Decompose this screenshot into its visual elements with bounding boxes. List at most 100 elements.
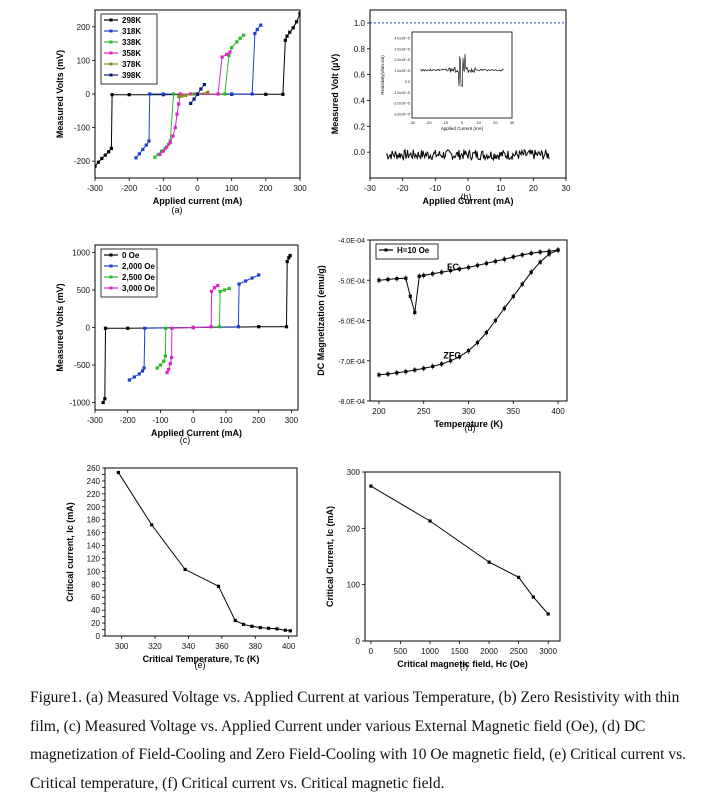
y-tick-label: 40 (91, 606, 100, 615)
data-point (103, 153, 107, 157)
inset-y-tick-label: 4.0x10^-5 (394, 37, 410, 41)
data-point (101, 400, 105, 405)
y-tick-label: 80 (91, 580, 100, 589)
data-point (257, 325, 261, 329)
data-point (395, 277, 399, 281)
data-point (209, 289, 214, 294)
y-tick-label: 100 (87, 567, 101, 576)
data-point (283, 38, 287, 42)
data-point (168, 139, 172, 143)
x-tick-label: 200 (252, 416, 266, 425)
panel-label: (f) (460, 661, 469, 671)
data-point (257, 273, 261, 277)
x-tick-label: 380 (249, 642, 263, 651)
data-point (161, 92, 165, 96)
legend-marker (109, 18, 113, 22)
data-point (95, 164, 97, 168)
data-point (511, 255, 515, 259)
inset-x-tick-label: 20 (493, 120, 498, 125)
x-tick-label: 320 (148, 642, 162, 651)
data-point (294, 20, 299, 24)
chart-panel-d: 200 250 300 350 400 -4.0E-04 -5.0E-04 -6.0E-04 -… (316, 238, 568, 433)
x-tick-label: 30 (562, 184, 571, 193)
data-point (422, 366, 426, 370)
data-point (175, 112, 179, 116)
data-point (230, 46, 234, 50)
plot-area (377, 247, 560, 378)
panel-label: (e) (195, 660, 206, 670)
x-tick-label: -200 (121, 184, 138, 193)
data-point (250, 276, 254, 280)
y-tick-label: 1000 (72, 249, 90, 258)
y-tick-label: -500 (74, 361, 91, 370)
plot-frame (104, 467, 298, 637)
x-tick-label: -100 (155, 184, 172, 193)
data-point (217, 325, 222, 329)
x-tick-label: -100 (152, 416, 169, 425)
data-point (275, 627, 279, 631)
legend-marker (109, 286, 113, 290)
x-axis-label: Applied Current (mA) (423, 196, 514, 206)
y-tick-label: 20 (91, 619, 100, 628)
data-point (298, 11, 300, 15)
y-tick-label: 100 (77, 56, 91, 65)
data-point (520, 282, 524, 286)
data-point (386, 372, 390, 376)
x-axis-label: Temperature (K) (434, 419, 503, 429)
data-point (556, 248, 560, 252)
y-tick-label: 0 (86, 324, 91, 333)
data-point (100, 156, 104, 161)
data-point (238, 36, 242, 40)
panel-label: (a) (172, 205, 183, 215)
inset-y-tick-label: -2.0x10^-5 (393, 102, 410, 106)
inset-series-line (420, 53, 504, 87)
data-point (224, 52, 229, 56)
data-point (218, 289, 222, 294)
data-point (206, 90, 210, 94)
inset-x-label: Applied Current (mA) (441, 126, 484, 131)
x-tick-label: 500 (394, 647, 408, 656)
data-point (377, 278, 381, 282)
data-point (178, 92, 183, 96)
y-tick-label: 0.4 (354, 96, 366, 105)
inset-plot: -30 -20 -10 0 10 20 30 4.0x10^-5 3.0x10^-5 2.0x10… (380, 31, 515, 131)
legend-label: 0 Oe (122, 251, 140, 260)
data-point (153, 155, 157, 159)
inset-y-tick-label: 1.0x10^-5 (394, 69, 410, 73)
data-point (228, 50, 232, 54)
y-tick-label: -4.0E-04 (338, 238, 365, 245)
data-point (369, 484, 373, 488)
x-tick-label: -30 (364, 184, 376, 193)
x-tick-label: 250 (417, 407, 431, 416)
x-tick-label: 0 (369, 647, 374, 656)
annotation-zfc: ZFC (443, 351, 461, 361)
y-tick-label: 240 (87, 477, 101, 486)
data-point (127, 93, 131, 97)
data-point (180, 94, 184, 98)
y-tick-label: -200 (74, 157, 91, 166)
plot-area (369, 484, 550, 616)
panel-label: (c) (180, 435, 191, 445)
inset-x-tick-label: -30 (409, 120, 416, 125)
legend-marker (109, 29, 113, 33)
data-point (127, 378, 131, 382)
data-point (284, 325, 289, 329)
inset-y-label: Resistivity(ohm·cm) (380, 55, 385, 95)
data-point (173, 126, 177, 130)
series-line-3,000 Oe (166, 285, 219, 373)
data-point (404, 370, 408, 374)
data-point (475, 263, 480, 267)
data-point (538, 250, 542, 254)
legend-box (375, 243, 439, 260)
inset-x-tick-label: -20 (426, 120, 433, 125)
x-tick-label: 350 (507, 407, 521, 416)
data-point (235, 40, 239, 44)
x-tick-label: 300 (462, 407, 476, 416)
x-tick-label: 3000 (539, 647, 557, 656)
data-point (255, 27, 259, 32)
x-tick-label: -200 (120, 416, 137, 425)
y-tick-label: 0.2 (354, 122, 366, 131)
data-point (143, 326, 147, 330)
data-point (288, 253, 292, 258)
